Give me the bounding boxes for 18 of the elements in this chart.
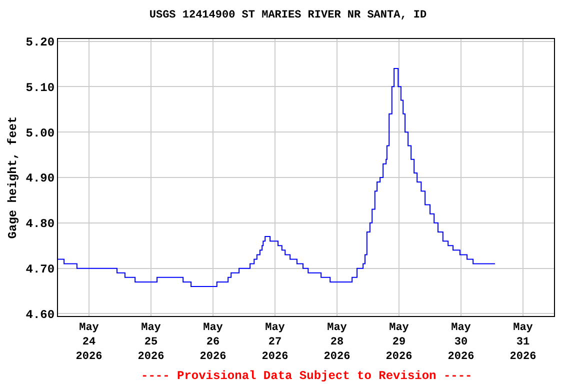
x-tick-label: May 28 2026 bbox=[324, 322, 350, 363]
y-tick-label: 4.80 bbox=[26, 217, 55, 232]
y-tick-label: 4.60 bbox=[26, 308, 55, 322]
text: ---- Provisional Data Subject to Revision ---- bbox=[141, 369, 472, 383]
x-tick-label: May 29 2026 bbox=[386, 322, 412, 363]
x-tick-label: May 31 2026 bbox=[510, 322, 536, 363]
x-tick-label: May 30 2026 bbox=[448, 322, 474, 363]
x-tick-label: May 24 2026 bbox=[76, 322, 102, 363]
x-tick-label: May 25 2026 bbox=[138, 322, 164, 363]
y-tick-label: 4.90 bbox=[26, 172, 55, 186]
y-axis-title: Gage height, feet bbox=[6, 116, 20, 239]
y-tick-label: 4.70 bbox=[26, 262, 55, 277]
y-tick-label: 5.20 bbox=[26, 35, 55, 50]
y-tick-label: 5.00 bbox=[26, 126, 55, 140]
x-tick-label: May 27 2026 bbox=[262, 322, 288, 363]
y-tick-label: 5.10 bbox=[26, 80, 55, 95]
chart-title: USGS 12414900 ST MARIES RIVER NR SANTA, ID bbox=[149, 9, 428, 22]
x-tick-label: May 26 2026 bbox=[200, 322, 226, 363]
